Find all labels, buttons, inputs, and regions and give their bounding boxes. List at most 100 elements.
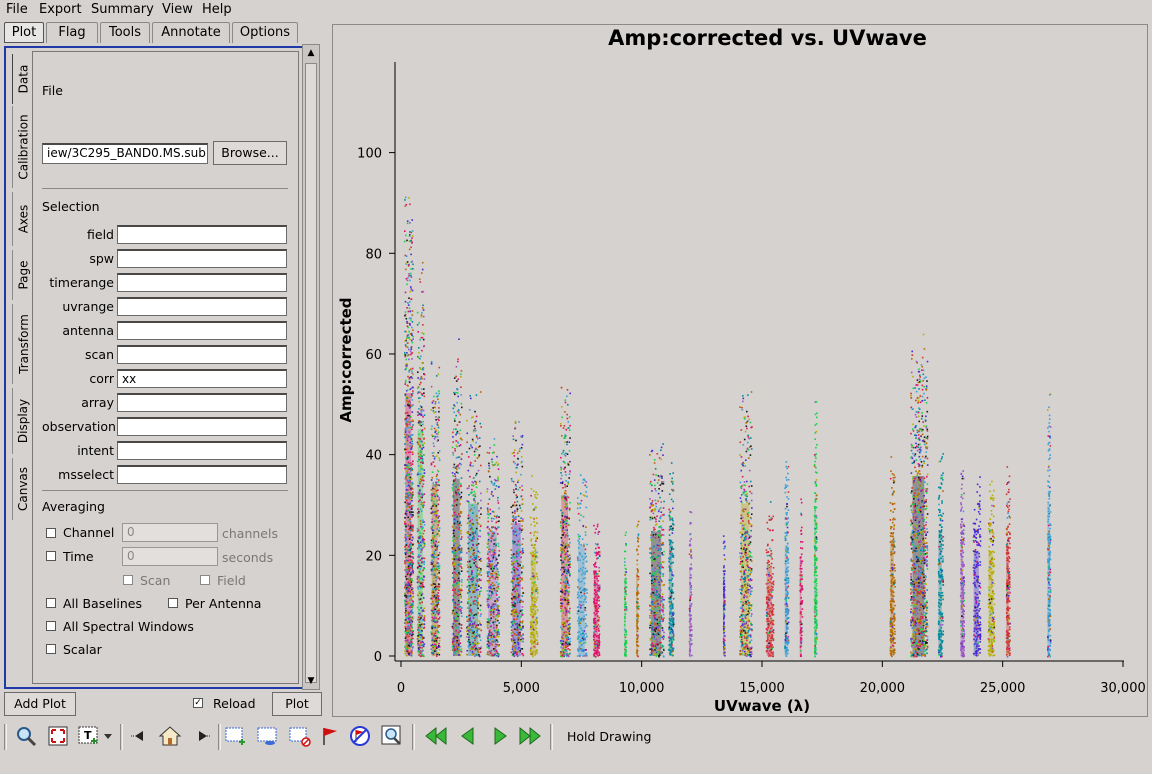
selection-input-spw[interactable] [117, 249, 287, 268]
data-point [598, 605, 601, 608]
data-point [421, 261, 424, 264]
data-point [577, 586, 579, 588]
menu-view[interactable]: View [162, 2, 193, 17]
data-point [477, 624, 479, 626]
data-point [420, 525, 422, 528]
time-checkbox[interactable] [46, 551, 56, 561]
data-point [559, 582, 562, 584]
data-point [473, 454, 476, 456]
side-tab-transform[interactable]: Transform [12, 304, 34, 384]
scroll-thumb[interactable] [305, 63, 317, 683]
menu-export[interactable]: Export [39, 2, 82, 17]
data-point [486, 564, 489, 567]
data-point [412, 390, 414, 392]
tab-flag[interactable]: Flag [46, 22, 98, 43]
data-point [467, 618, 470, 621]
tab-plot[interactable]: Plot [4, 22, 44, 43]
side-tab-calibration[interactable]: Calibration [12, 106, 34, 188]
data-point [560, 590, 563, 593]
data-point [471, 653, 473, 656]
reload-checkbox[interactable]: ✓ [193, 698, 203, 708]
data-point [466, 564, 469, 566]
data-point [625, 582, 627, 585]
selection-input-msselect[interactable] [117, 465, 287, 484]
data-point [475, 558, 477, 560]
data-point [511, 593, 513, 596]
per-antenna-checkbox[interactable] [168, 598, 178, 608]
selection-input-uvrange[interactable] [117, 297, 287, 316]
tab-options[interactable]: Options [232, 22, 298, 43]
browse-button[interactable]: Browse... [213, 141, 287, 165]
data-point [412, 646, 414, 648]
data-point [417, 629, 419, 631]
selection-input-scan[interactable] [117, 345, 287, 364]
selection-input-timerange[interactable] [117, 273, 287, 292]
data-point [473, 559, 476, 561]
side-tab-display[interactable]: Display [12, 388, 34, 454]
file-path-input[interactable]: iew/3C295_BAND0.MS.sub [42, 143, 208, 164]
data-point [458, 411, 460, 414]
data-point [420, 577, 423, 579]
data-point [419, 378, 421, 381]
data-point [491, 570, 494, 572]
data-point [522, 538, 524, 540]
data-point [478, 523, 480, 525]
menu-file[interactable]: File [6, 2, 28, 17]
data-point [566, 517, 568, 519]
data-point [405, 494, 407, 496]
data-point [492, 495, 494, 497]
data-point [560, 568, 562, 571]
data-point [625, 655, 627, 657]
data-point [533, 621, 535, 624]
data-point [408, 240, 411, 242]
data-point [472, 477, 475, 479]
data-point [421, 502, 423, 505]
data-point [468, 577, 471, 580]
add-plot-button[interactable]: Add Plot [4, 692, 76, 716]
selection-input-array[interactable] [117, 393, 287, 412]
data-point [470, 573, 473, 576]
menu-summary[interactable]: Summary [91, 2, 154, 17]
data-point [407, 519, 410, 522]
data-point [418, 537, 420, 539]
side-tab-axes[interactable]: Axes [12, 192, 34, 246]
side-tab-page[interactable]: Page [12, 250, 34, 300]
selection-input-corr[interactable]: xx [117, 369, 287, 388]
selection-input-antenna[interactable] [117, 321, 287, 340]
data-point [519, 527, 522, 530]
tab-annotate[interactable]: Annotate [152, 22, 230, 43]
data-point [493, 636, 496, 638]
plot-button[interactable]: Plot [272, 692, 322, 716]
data-point [564, 614, 567, 616]
selection-input-observation[interactable] [117, 417, 287, 436]
data-point [471, 646, 473, 648]
scalar-checkbox[interactable] [46, 644, 56, 654]
scroll-up-icon[interactable]: ▲ [307, 48, 315, 58]
selection-input-field[interactable] [117, 225, 287, 244]
panel-scrollbar[interactable]: ▲ ▼ [302, 44, 320, 690]
selection-input-intent[interactable] [117, 441, 287, 460]
data-point [408, 263, 410, 266]
tab-tools[interactable]: Tools [100, 22, 150, 43]
side-tab-data[interactable]: Data [12, 54, 34, 104]
data-point [455, 471, 458, 473]
data-point [579, 639, 582, 641]
all-baselines-checkbox[interactable] [46, 598, 56, 608]
channel-input[interactable]: 0 [122, 523, 218, 542]
all-spw-checkbox[interactable] [46, 621, 56, 631]
data-point [423, 561, 425, 563]
scroll-down-icon[interactable]: ▼ [307, 676, 315, 686]
scan-checkbox[interactable] [123, 575, 133, 585]
data-point [408, 619, 411, 622]
menu-help[interactable]: Help [202, 2, 232, 17]
side-tab-canvas[interactable]: Canvas [12, 458, 34, 520]
field-checkbox[interactable] [200, 575, 210, 585]
data-point [479, 445, 481, 447]
data-point [593, 639, 595, 641]
time-input[interactable]: 0 [122, 547, 218, 566]
data-point [593, 589, 596, 592]
data-point [522, 638, 525, 640]
data-point [471, 632, 474, 634]
channel-checkbox[interactable] [46, 528, 56, 538]
